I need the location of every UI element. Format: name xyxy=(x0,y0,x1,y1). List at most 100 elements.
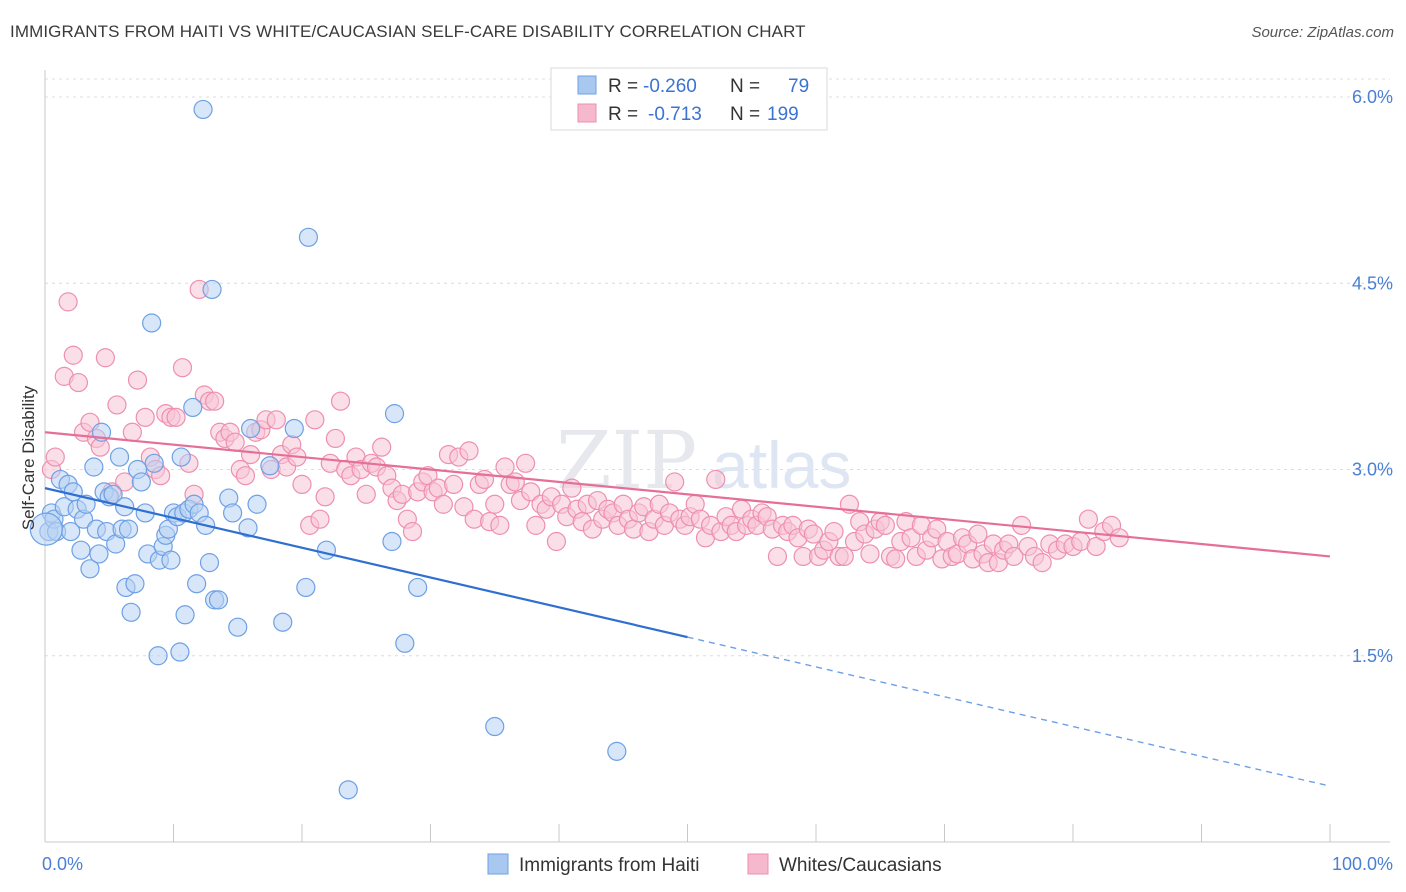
whites-point-177 xyxy=(968,524,988,544)
x-tick-label-1: 100.0% xyxy=(1332,854,1393,874)
y-tick-label-0: 1.5% xyxy=(1352,646,1393,666)
chart-title: IMMIGRANTS FROM HAITI VS WHITE/CAUCASIAN… xyxy=(10,22,806,41)
haiti-point-61 xyxy=(228,617,248,637)
haiti-point-56 xyxy=(202,279,222,300)
haiti-point-13 xyxy=(80,559,100,579)
whites-point-22 xyxy=(166,407,186,427)
whites-point-159 xyxy=(875,515,895,535)
haiti-point-77 xyxy=(607,741,627,761)
haiti-point-70 xyxy=(316,540,337,560)
haiti-point-63 xyxy=(241,418,261,439)
haiti-point-74 xyxy=(395,633,415,653)
whites-point-161 xyxy=(886,549,906,569)
correlation-legend: R = -0.260 N = 79 R = -0.713 N = 199 xyxy=(550,67,828,131)
whites-point-48 xyxy=(305,410,325,430)
whites-point-23 xyxy=(172,358,193,378)
haiti-point-73 xyxy=(384,404,405,424)
legend-swatch-whites xyxy=(577,103,597,123)
x-tick-label-0: 0.0% xyxy=(42,854,83,874)
whites-point-195 xyxy=(1086,536,1106,557)
whites-point-61 xyxy=(372,437,392,457)
whites-point-138 xyxy=(767,546,788,567)
whites-point-12 xyxy=(107,395,127,415)
legend-r-label-whites: R = xyxy=(608,104,638,125)
haiti-point-28 xyxy=(121,602,141,622)
legend-r-label-haiti: R = xyxy=(608,76,638,97)
haiti-point-75 xyxy=(408,577,428,598)
haiti-point-34 xyxy=(142,313,162,333)
whites-point-90 xyxy=(521,482,541,502)
whites-point-3 xyxy=(58,292,78,312)
haiti-point-27 xyxy=(118,519,139,539)
haiti-point-69 xyxy=(298,227,319,247)
haiti-point-14 xyxy=(84,457,104,477)
haiti-point-35 xyxy=(144,453,164,473)
haiti-point-53 xyxy=(193,99,213,120)
haiti-point-36 xyxy=(148,646,168,666)
haiti-point-62 xyxy=(238,518,258,538)
whites-point-118 xyxy=(665,472,685,492)
whites-point-5 xyxy=(68,372,89,393)
whites-point-73 xyxy=(433,494,453,514)
whites-point-35 xyxy=(235,466,256,486)
whites-point-156 xyxy=(860,544,880,564)
series-swatch-whites xyxy=(747,853,769,875)
legend-r-value-haiti: -0.260 xyxy=(643,76,697,97)
haiti-point-66 xyxy=(273,612,293,632)
whites-point-91 xyxy=(526,515,546,535)
y-tick-label-3: 6.0% xyxy=(1352,87,1393,107)
haiti-point-29 xyxy=(125,574,145,594)
trend-lines xyxy=(44,431,1331,787)
haiti-point-72 xyxy=(382,531,402,552)
whites-point-41 xyxy=(266,410,286,430)
whites-point-151 xyxy=(834,546,854,567)
x-tick-labels: 0.0% 100.0% xyxy=(42,854,1393,874)
series-legend: Immigrants from Haiti Whites/Caucasians xyxy=(487,853,942,876)
whites-point-36 xyxy=(241,445,261,465)
whites-point-52 xyxy=(325,428,346,449)
whites-point-149 xyxy=(824,521,844,542)
whites-point-46 xyxy=(292,474,312,494)
whites-point-16 xyxy=(135,407,155,427)
haiti-point-10 xyxy=(71,540,91,560)
whites-point-29 xyxy=(205,391,225,411)
haiti-point-44 xyxy=(170,642,190,662)
haiti-point-41 xyxy=(161,550,181,570)
whites-point-15 xyxy=(127,370,148,390)
y-tick-label-2: 4.5% xyxy=(1352,273,1393,293)
whites-point-87 xyxy=(505,472,525,492)
whites-point-198 xyxy=(1109,528,1129,548)
haiti-point-60 xyxy=(223,503,243,523)
whites-point-89 xyxy=(515,453,536,473)
haiti-point-71 xyxy=(338,780,358,800)
haiti-trend-extension xyxy=(687,636,1331,787)
grid-lines xyxy=(45,78,1390,657)
haiti-point-55 xyxy=(199,553,220,573)
whites-point-84 xyxy=(490,515,510,535)
whites-point-194 xyxy=(1078,509,1099,529)
legend-swatch-haiti xyxy=(577,75,597,95)
haiti-point-51 xyxy=(187,574,207,594)
whites-point-10 xyxy=(95,348,115,368)
haiti-point-23 xyxy=(109,447,130,467)
legend-n-value-haiti: 79 xyxy=(788,76,809,97)
axes xyxy=(44,70,1390,843)
watermark-atlas: atlas xyxy=(712,428,851,502)
whites-point-50 xyxy=(315,487,335,507)
whites-point-145 xyxy=(803,524,824,544)
whites-point-1 xyxy=(45,447,65,467)
series-label-haiti: Immigrants from Haiti xyxy=(519,855,700,876)
y-tick-label-1: 3.0% xyxy=(1352,460,1393,480)
whites-point-164 xyxy=(901,528,921,548)
whites-point-184 xyxy=(1004,546,1024,567)
legend-r-value-whites: -0.713 xyxy=(648,104,702,125)
whites-point-75 xyxy=(444,474,464,494)
whites-point-53 xyxy=(330,391,351,411)
legend-n-value-whites: 199 xyxy=(767,104,799,125)
haiti-point-78 xyxy=(29,512,63,546)
haiti-point-64 xyxy=(247,494,267,514)
whites-point-49 xyxy=(310,509,330,529)
whites-point-188 xyxy=(1032,553,1052,573)
y-tick-labels: 1.5% 3.0% 4.5% 6.0% xyxy=(1352,87,1393,666)
